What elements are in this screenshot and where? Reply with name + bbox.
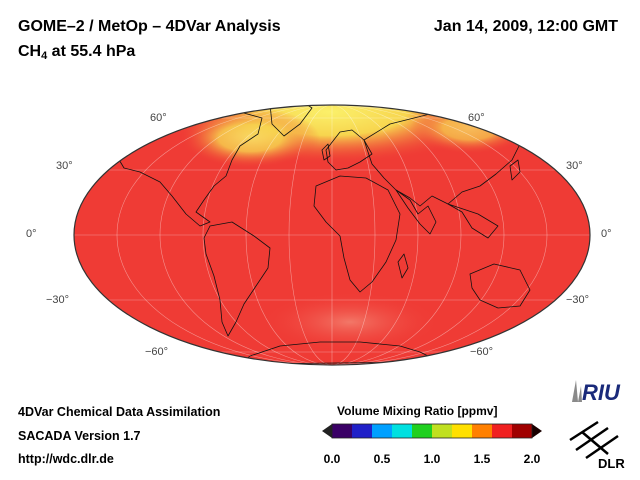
southeast-asia (447, 203, 499, 239)
lat-label-right-0: 0° (601, 228, 612, 240)
colorbar-segment (512, 424, 533, 438)
colorbar-segment (372, 424, 393, 438)
world-map (73, 104, 591, 366)
colorbar-low-arrow (322, 424, 332, 438)
map-datetime: Jan 14, 2009, 12:00 GMT (433, 18, 618, 35)
colorbar-tick-3: 1.5 (473, 452, 491, 466)
madagascar (397, 253, 409, 279)
lat-label-left-neg30: −30° (46, 294, 70, 306)
lat-label-left-60: 60° (150, 112, 167, 124)
lat-label-left-0: 0° (26, 228, 37, 240)
arctic-high-west (180, 108, 320, 168)
australia (469, 263, 531, 309)
species-suffix: at 55.4 hPa (47, 43, 136, 60)
africa (313, 175, 401, 293)
colorbar-segment (472, 424, 493, 438)
lat-label-left-neg60: −60° (145, 346, 169, 358)
colorbar-segment (452, 424, 473, 438)
colorbar-tick-2: 1.0 (423, 452, 441, 466)
dlr-logo: DLR (569, 420, 625, 471)
uk (321, 143, 331, 161)
south-america (203, 221, 271, 337)
riu-logo: RIU (572, 380, 621, 405)
colorbar-tick-0: 0.0 (323, 452, 341, 466)
lat-label-right-60: 60° (468, 112, 485, 124)
map-title: GOME–2 / MetOp – 4DVar Analysis (18, 18, 281, 35)
colorbar-high-arrow (532, 424, 542, 438)
species-subscript: 4 (41, 50, 48, 62)
lat-label-right-30: 30° (566, 160, 583, 172)
colorbar-tick-4: 2.0 (523, 452, 541, 466)
colorbar-segment (352, 424, 373, 438)
antarctica (239, 341, 441, 365)
colorbar-title: Volume Mixing Ratio [ppmv] (337, 404, 498, 418)
antarctic-band (260, 292, 440, 352)
japan (509, 159, 521, 181)
arctic-high-east (410, 105, 530, 154)
colorbar-segment (392, 424, 413, 438)
colorbar-segment (332, 424, 353, 438)
colorbar-segment (432, 424, 453, 438)
colorbar-segment (412, 424, 433, 438)
dlr-logo-text: DLR (598, 456, 625, 471)
europe (325, 129, 373, 171)
species-prefix: CH (18, 43, 42, 60)
footer-line-2: SACADA Version 1.7 (18, 429, 141, 443)
species-label: CH4 at 55.4 hPa (18, 43, 135, 62)
colorbar-tick-1: 0.5 (373, 452, 391, 466)
globe-outline (73, 104, 591, 366)
footer-line-1: 4DVar Chemical Data Assimilation (18, 405, 221, 419)
riu-logo-text: RIU (582, 380, 621, 405)
footer-url: http://wdc.dlr.de (18, 452, 114, 466)
lat-label-right-neg30: −30° (566, 294, 590, 306)
colorbar-segment (492, 424, 513, 438)
lat-label-right-neg60: −60° (470, 346, 494, 358)
greenland (269, 105, 313, 137)
colorbar-frame (331, 423, 533, 439)
lat-label-left-30: 30° (56, 160, 73, 172)
arabia-india (395, 189, 437, 235)
